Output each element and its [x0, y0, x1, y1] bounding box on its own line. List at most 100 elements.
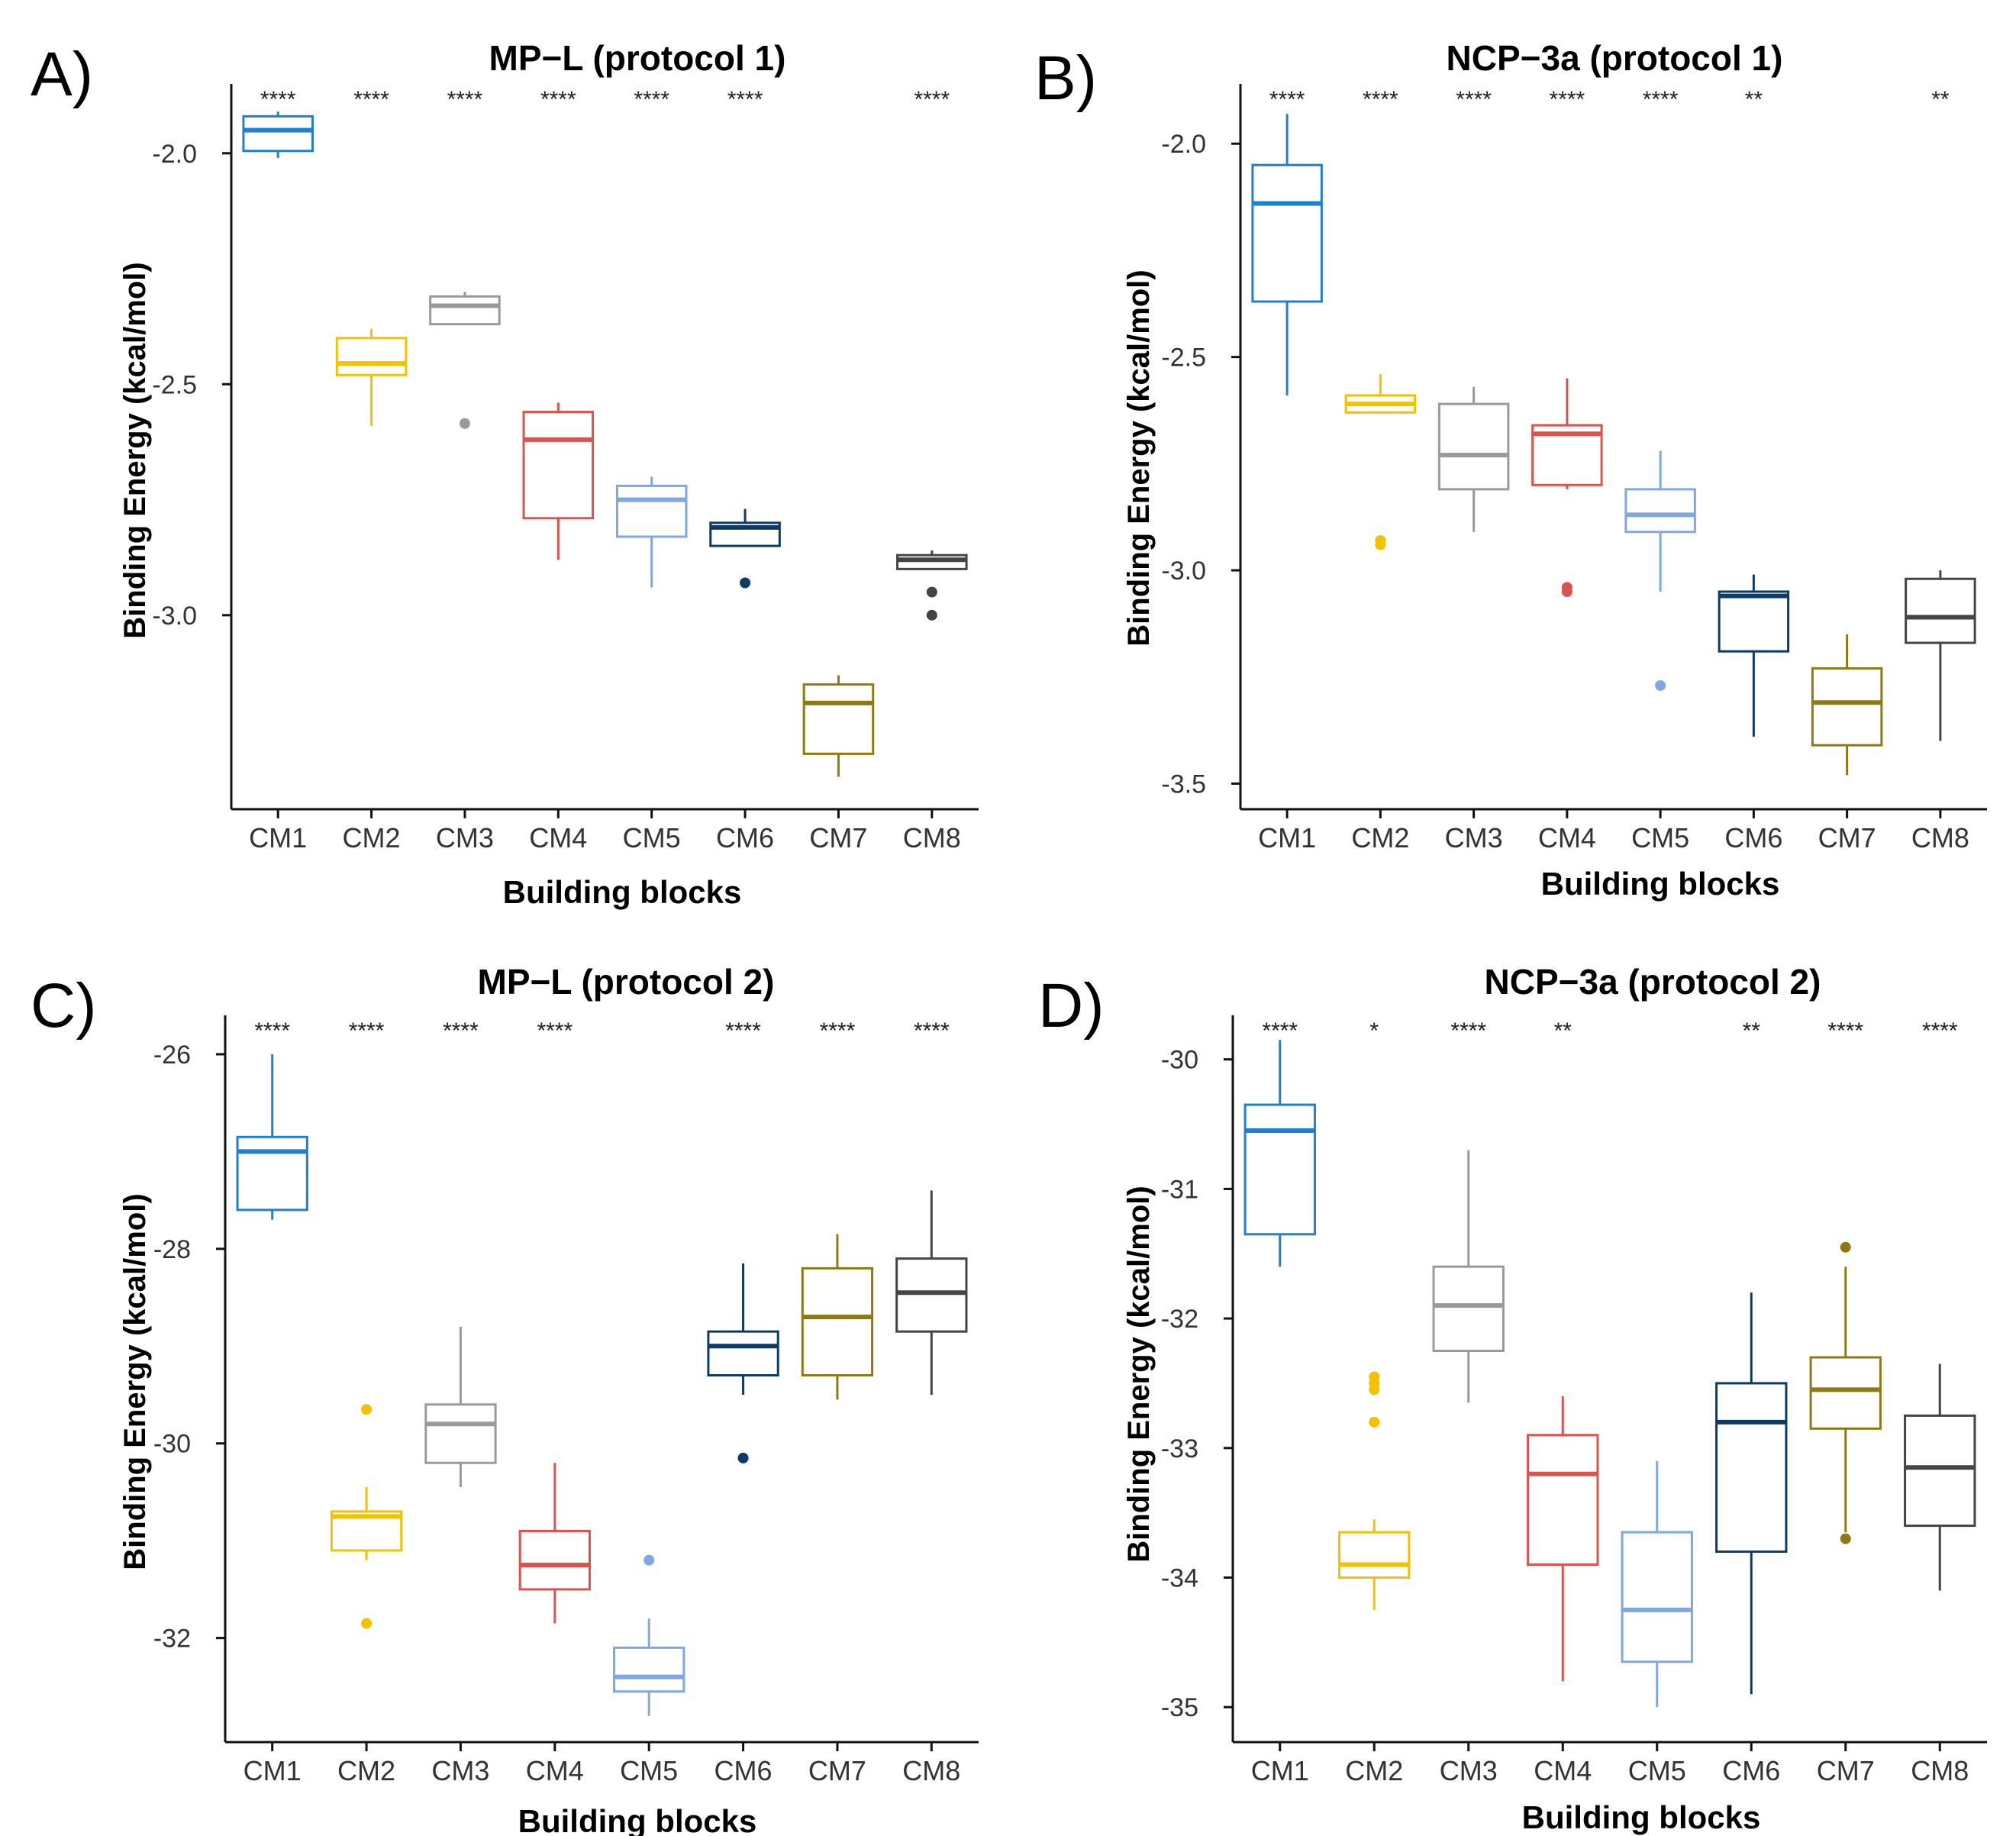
y-tick-label: -31	[1161, 1175, 1198, 1204]
x-axis-label: Building blocks	[518, 1803, 757, 1836]
x-tick-label: CM5	[620, 1755, 678, 1786]
x-tick-label: CM4	[529, 822, 587, 853]
significance-label: ****	[1643, 87, 1679, 112]
box-iqr	[1338, 1531, 1411, 1579]
box-iqr	[330, 1510, 403, 1552]
x-tick-label: CM2	[343, 822, 401, 853]
y-tick-label: -2.5	[152, 370, 197, 399]
y-tick-label: -2.0	[152, 140, 197, 169]
outlier-point	[1369, 1384, 1380, 1396]
box-cm6	[709, 508, 781, 589]
x-tick-label: CM3	[1445, 822, 1503, 853]
x-tick-label: CM4	[1538, 822, 1596, 853]
box-iqr	[1243, 1103, 1316, 1236]
box-cm6	[1718, 574, 1790, 737]
box-cm8	[896, 550, 968, 621]
significance-label: ****	[254, 1018, 290, 1044]
box-iqr	[236, 1135, 308, 1212]
significance-label: ****	[914, 87, 950, 112]
outlier-point	[1561, 586, 1572, 597]
box-cm3	[424, 1326, 497, 1488]
outlier-point	[1655, 679, 1666, 691]
significance-label: ****	[1456, 87, 1492, 112]
chart-panel-4: D) NCP−3a (protocol 2) -35 -34 -33 -32 -31 -30 B…	[1038, 962, 1987, 1835]
box-cm8	[895, 1190, 968, 1396]
outlier-point	[1840, 1241, 1851, 1253]
y-axis-label: Binding Energy (kcal/mol)	[118, 1193, 152, 1570]
box-cm4	[1531, 378, 1603, 597]
x-tick-label: CM2	[1345, 1755, 1403, 1786]
significance-label: **	[1931, 87, 1950, 112]
box-cm5	[615, 476, 688, 588]
box-iqr	[1904, 1414, 1976, 1528]
y-tick-label: -30	[153, 1430, 191, 1459]
box-iqr	[1251, 163, 1323, 303]
significance-label: ****	[349, 1018, 385, 1044]
x-axis-label: Building blocks	[1541, 866, 1780, 902]
significance-label: ****	[725, 1018, 761, 1044]
box-cm7	[802, 675, 875, 777]
x-tick-label: CM1	[1258, 822, 1316, 853]
outlier-point	[1840, 1533, 1851, 1544]
y-axis-label: Binding Energy (kcal/mol)	[1122, 1186, 1156, 1562]
significance-label: *	[1369, 1018, 1379, 1044]
x-tick-label: CM3	[1440, 1755, 1498, 1786]
panel-label: C)	[31, 971, 97, 1041]
box-cm6	[707, 1263, 779, 1463]
outlier-point	[644, 1554, 655, 1566]
x-tick-label: CM8	[1911, 822, 1969, 853]
significance-label: ****	[540, 87, 576, 112]
significance-label: ****	[1262, 1018, 1298, 1044]
y-tick-label: -32	[153, 1625, 191, 1654]
x-tick-label: CM6	[1724, 822, 1782, 853]
box-cm2	[330, 1404, 403, 1629]
box-iqr	[424, 1403, 497, 1464]
outlier-point	[459, 418, 470, 429]
y-tick-label: -2.0	[1161, 130, 1206, 159]
box-iqr	[895, 1257, 968, 1333]
box-iqr	[522, 411, 595, 520]
y-axis-label: Binding Energy (kcal/mol)	[1122, 269, 1156, 646]
significance-label: ****	[443, 1018, 479, 1044]
box-iqr	[1527, 1434, 1599, 1567]
box-iqr	[1432, 1265, 1505, 1353]
box-cm1	[1251, 114, 1323, 395]
box-cm5	[1621, 1460, 1693, 1708]
y-tick-label: -2.5	[1161, 344, 1206, 373]
significance-label: ****	[1363, 87, 1398, 112]
box-cm4	[522, 402, 595, 560]
x-tick-label: CM6	[1722, 1755, 1780, 1786]
box-iqr	[615, 484, 688, 538]
y-tick-label: -28	[153, 1235, 191, 1264]
box-cm8	[1904, 1363, 1976, 1591]
x-axis-label: Building blocks	[503, 874, 742, 910]
x-tick-label: CM3	[436, 822, 494, 853]
x-tick-label: CM6	[716, 822, 774, 853]
x-tick-label: CM4	[1534, 1755, 1592, 1786]
box-iqr	[1531, 424, 1603, 486]
box-iqr	[613, 1646, 685, 1693]
chart-panel-1: A) MP−L (protocol 1) -3.0 -2.5 -2.0 Binding E…	[31, 38, 979, 910]
box-cm2	[335, 328, 408, 426]
outlier-point	[1375, 539, 1386, 550]
significance-label: ****	[447, 87, 483, 112]
significance-label: ****	[537, 1018, 573, 1044]
box-iqr	[429, 295, 501, 326]
chart-title: MP−L (protocol 1)	[489, 38, 786, 78]
box-iqr	[335, 337, 408, 376]
box-cm3	[1437, 386, 1510, 532]
significance-label: **	[1745, 87, 1763, 112]
outlier-point	[926, 609, 937, 621]
box-cm7	[801, 1234, 874, 1400]
x-tick-label: CM1	[244, 1755, 302, 1786]
box-cm3	[1432, 1150, 1505, 1403]
box-cm4	[518, 1463, 591, 1624]
x-tick-label: CM5	[1628, 1755, 1686, 1786]
chart-panel-2: B) NCP−3a (protocol 1) -3.5 -3.0 -2.5 -2.0 Bin…	[1034, 38, 1987, 902]
x-tick-label: CM1	[1251, 1755, 1309, 1786]
outlier-point	[361, 1618, 373, 1629]
box-iqr	[1718, 590, 1790, 653]
box-iqr	[1437, 402, 1510, 491]
box-iqr	[1621, 1531, 1693, 1663]
